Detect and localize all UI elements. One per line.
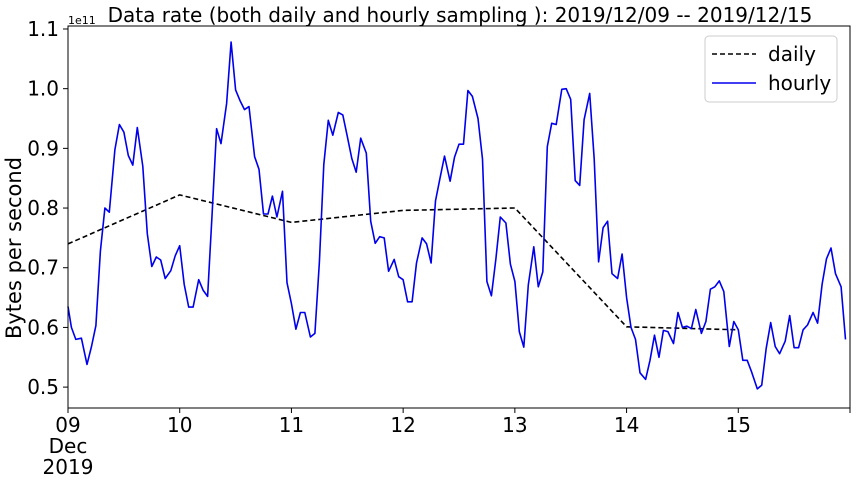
x-tick-label: 09: [55, 413, 80, 437]
y-tick-label: 0.8: [27, 196, 59, 220]
y-tick-label: 0.9: [27, 136, 59, 160]
x-tick-label: 10: [167, 413, 192, 437]
y-axis-label: Bytes per second: [2, 157, 26, 339]
y-tick-label: 1.0: [27, 77, 59, 101]
x-tick-label: 11: [279, 413, 304, 437]
x-tick-label: 15: [726, 413, 751, 437]
legend: daily hourly: [704, 35, 838, 103]
x-tick-label: 13: [502, 413, 527, 437]
series-line-daily: [67, 194, 739, 331]
y-tick-label: 1.1: [27, 17, 59, 41]
x-tick-label: 14: [614, 413, 639, 437]
x-tick-label: 2019: [43, 455, 94, 479]
x-tick-label: Dec: [49, 434, 88, 458]
legend-label-daily: daily: [768, 42, 816, 66]
legend-box: [704, 35, 838, 103]
series-layer: [67, 41, 847, 390]
y-tick-label: 0.7: [27, 256, 59, 280]
series-line-hourly: [67, 41, 847, 390]
legend-label-hourly: hourly: [768, 71, 831, 95]
y-tick-label: 0.5: [27, 375, 59, 399]
chart-title: Data rate (both daily and hourly samplin…: [108, 3, 813, 27]
x-tick-label: 12: [390, 413, 415, 437]
plot-frame: [67, 25, 851, 409]
y-tick-label: 0.6: [27, 315, 59, 339]
y-axis-offset-label: 1e11: [68, 14, 96, 27]
